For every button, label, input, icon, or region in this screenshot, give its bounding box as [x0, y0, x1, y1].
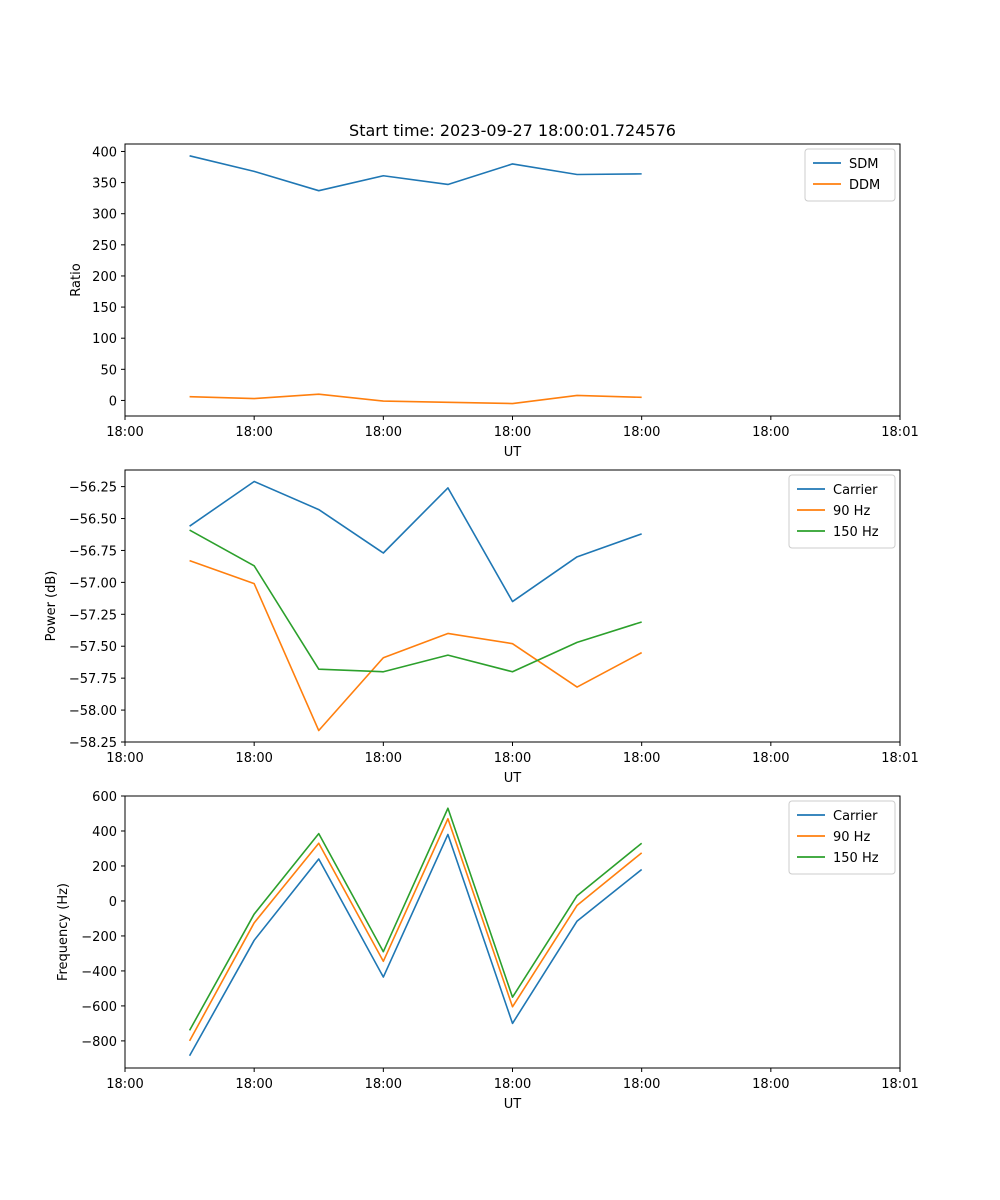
y-tick-label: 250	[92, 239, 117, 254]
x-tick-label: 18:00	[235, 751, 272, 766]
y-tick-label: −400	[81, 965, 117, 980]
legend-box	[804, 148, 896, 202]
legend: Carrier 90 Hz 150 Hz	[788, 800, 896, 875]
legend-label: 90 Hz	[833, 504, 870, 519]
y-tick-label: −57.00	[69, 576, 117, 591]
legend: SDM DDM	[804, 148, 896, 202]
x-tick-label: 18:00	[623, 751, 660, 766]
y-tick-label: 150	[92, 301, 117, 316]
y-tick-label: 0	[109, 895, 117, 910]
subplot-1: 18:00 18:00 18:00 18:00 18:00 18:00 18:01 −58.2…	[44, 469, 919, 786]
series-line-90-hz	[189, 559, 643, 732]
legend-label: 150 Hz	[833, 851, 879, 866]
x-tick-label: 18:00	[106, 1077, 143, 1092]
x-axis-label: UT	[504, 1097, 522, 1112]
chart-title: Start time: 2023-09-27 18:00:01.724576	[349, 121, 676, 140]
series-line-carrier	[188, 833, 643, 1057]
x-tick-label: 18:00	[365, 425, 402, 440]
y-tick-label: 350	[92, 177, 117, 192]
y-tick-label: 50	[100, 363, 117, 378]
subplot-2: 18:00 18:00 18:00 18:00 18:00 18:00 18:01 −800 −…	[56, 790, 919, 1112]
legend-label: SDM	[849, 157, 878, 172]
y-tick-label: −58.00	[69, 704, 117, 719]
subplot-0: 18:00 18:00 18:00 18:00 18:00 18:00 18:01 0 50 10…	[69, 121, 919, 460]
x-tick-label: 18:00	[106, 425, 143, 440]
y-tick-label: −58.25	[69, 736, 117, 751]
y-tick-label: −57.25	[69, 608, 117, 623]
x-tick-label: 18:00	[106, 751, 143, 766]
y-tick-label: −57.75	[69, 672, 117, 687]
x-tick-label: 18:00	[752, 1077, 789, 1092]
x-tick-label: 18:00	[365, 1077, 402, 1092]
x-tick-label: 18:00	[752, 425, 789, 440]
y-tick-label: 600	[92, 790, 117, 805]
x-tick-label: 18:00	[752, 751, 789, 766]
y-tick-label: −200	[81, 930, 117, 945]
y-axis-label: Power (dB)	[44, 571, 59, 642]
legend-label: 90 Hz	[833, 830, 870, 845]
x-tick-label: 18:00	[623, 425, 660, 440]
y-tick-label: 200	[92, 860, 117, 875]
y-tick-label: 400	[92, 825, 117, 840]
x-tick-label: 18:01	[881, 751, 918, 766]
y-tick-label: 200	[92, 270, 117, 285]
legend: Carrier 90 Hz 150 Hz	[788, 474, 896, 549]
legend-box	[788, 800, 896, 875]
y-tick-label: 0	[109, 394, 117, 409]
series-line-ddm	[189, 393, 642, 405]
x-axis-label: UT	[504, 771, 522, 786]
y-axis-label: Frequency (Hz)	[56, 883, 71, 981]
legend-label: Carrier	[833, 483, 878, 498]
series-line-150-hz	[188, 807, 643, 1031]
y-tick-label: −57.50	[69, 640, 117, 655]
x-tick-label: 18:00	[365, 751, 402, 766]
series-line-150-hz	[189, 529, 642, 673]
x-tick-label: 18:00	[623, 1077, 660, 1092]
x-tick-label: 18:00	[494, 751, 531, 766]
x-tick-label: 18:00	[494, 425, 531, 440]
legend-label: 150 Hz	[833, 525, 879, 540]
series-line-90-hz	[188, 817, 643, 1042]
legend-label: DDM	[849, 178, 880, 193]
series-line-carrier	[189, 480, 642, 603]
legend-label: Carrier	[833, 809, 878, 824]
series-line-sdm	[189, 155, 642, 192]
axes-frame	[124, 795, 901, 1069]
y-tick-label: −56.50	[69, 513, 117, 528]
x-tick-label: 18:00	[235, 1077, 272, 1092]
x-axis-label: UT	[504, 445, 522, 460]
axes-frame	[124, 143, 901, 417]
x-tick-label: 18:00	[494, 1077, 531, 1092]
axes-frame	[124, 469, 901, 743]
y-tick-label: 100	[92, 332, 117, 347]
x-tick-label: 18:01	[881, 425, 918, 440]
legend-box	[788, 474, 896, 549]
y-axis-label: Ratio	[69, 263, 84, 296]
y-tick-label: −56.75	[69, 544, 117, 559]
y-tick-label: −56.25	[69, 481, 117, 496]
x-tick-label: 18:00	[235, 425, 272, 440]
y-tick-label: −600	[81, 1000, 117, 1015]
y-tick-label: 300	[92, 208, 117, 223]
x-tick-label: 18:01	[881, 1077, 918, 1092]
y-tick-label: 400	[92, 145, 117, 160]
y-tick-label: −800	[81, 1035, 117, 1050]
